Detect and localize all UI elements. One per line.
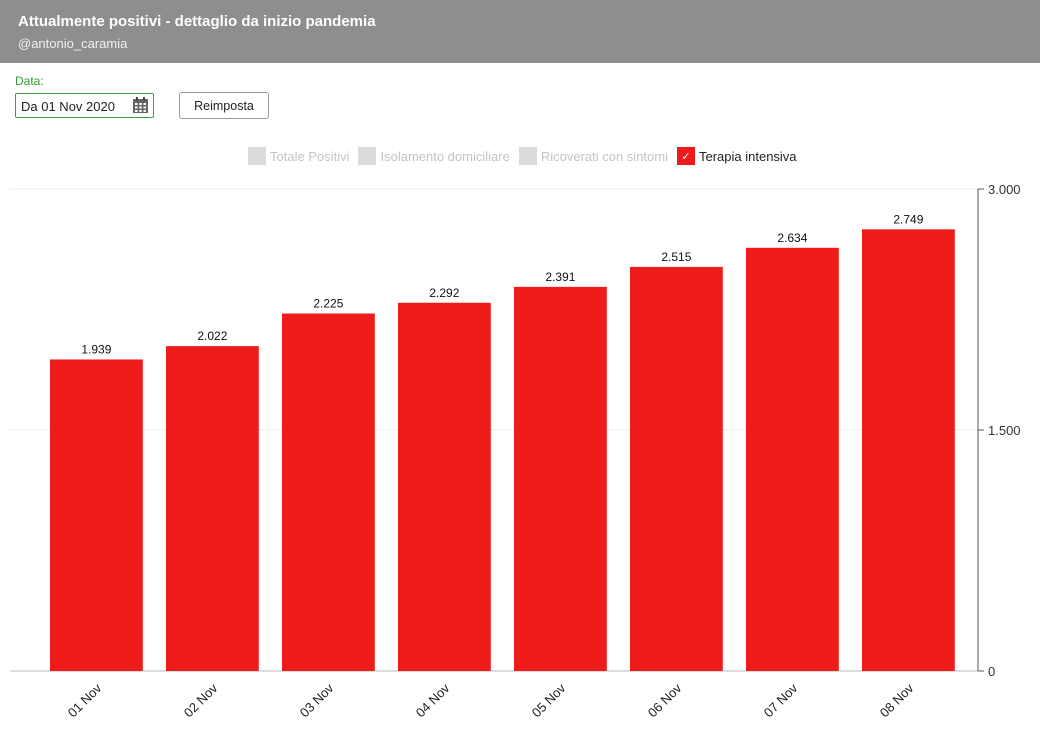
chart-legend: Totale Positivi Isolamento domiciliare R… [248,146,806,166]
data-label: 2.749 [893,212,923,226]
legend-item-totale-positivi[interactable]: Totale Positivi [248,147,349,165]
x-tick-label: 06 Nov [645,680,685,720]
y-tick-label: 0 [988,664,995,679]
x-tick-label: 07 Nov [761,680,801,720]
y-tick-label: 1.500 [988,423,1021,438]
data-label: 1.939 [81,342,111,356]
bar[interactable] [166,346,259,671]
calendar-icon[interactable] [132,97,149,114]
page-title: Attualmente positivi - dettaglio da iniz… [18,13,376,30]
legend-item-isolamento-domiciliare[interactable]: Isolamento domiciliare [358,147,510,165]
data-label: 2.391 [545,270,575,284]
date-range-input[interactable]: Da 01 Nov 2020 [15,93,154,118]
legend-label: Isolamento domiciliare [380,148,510,164]
page-subtitle: @antonio_caramia [18,36,128,51]
legend-checkbox [248,147,266,165]
bar[interactable] [514,286,607,671]
chart-header: Attualmente positivi - dettaglio da iniz… [0,0,1040,63]
data-label: 2.225 [313,297,343,311]
bar[interactable] [50,359,143,671]
checkmark-icon: ✓ [676,147,695,165]
legend-checkbox [358,147,377,165]
bar[interactable] [630,266,723,671]
date-label: Data: [15,74,44,88]
data-label: 2.022 [197,329,227,343]
legend-label: Ricoverati con sintomi [540,148,668,164]
x-tick-label: 08 Nov [877,680,917,720]
x-tick-label: 04 Nov [413,680,453,720]
legend-item-terapia-intensiva[interactable]: ✓ Terapia intensiva [676,147,797,165]
legend-checkbox [518,147,537,165]
legend-item-ricoverati-con-sintomi[interactable]: Ricoverati con sintomi [518,147,668,165]
legend-label: Terapia intensiva [698,148,797,164]
data-label: 2.515 [661,250,691,264]
x-tick-label: 02 Nov [181,680,221,720]
bar[interactable] [282,313,375,671]
x-tick-label: 03 Nov [297,680,337,720]
reset-button[interactable]: Reimposta [179,92,269,119]
data-label: 2.292 [429,286,459,300]
x-tick-label: 05 Nov [529,680,569,720]
bar[interactable] [398,302,491,671]
date-range-value: Da 01 Nov 2020 [21,99,115,114]
legend-label: Totale Positivi [270,148,350,164]
bar[interactable] [862,229,955,671]
x-tick-label: 01 Nov [65,680,105,720]
bar[interactable] [746,247,839,671]
data-label: 2.634 [777,231,807,245]
y-tick-label: 3.000 [988,182,1021,197]
